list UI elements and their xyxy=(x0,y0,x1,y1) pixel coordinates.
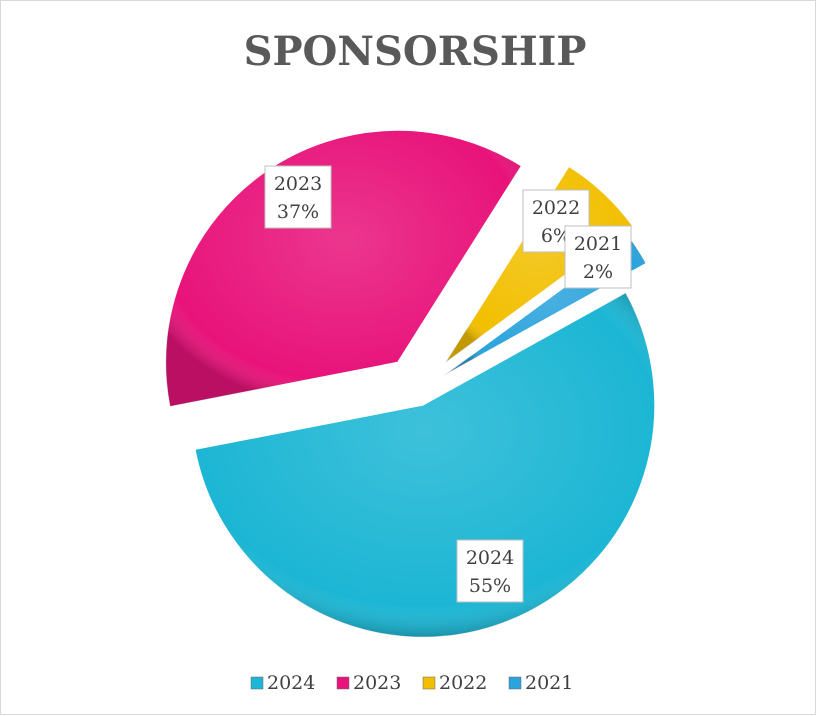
data-label-box xyxy=(564,225,632,289)
data-label-category: 2021 xyxy=(574,233,622,255)
legend-label: 2024 xyxy=(267,672,315,694)
legend-swatch xyxy=(336,676,350,690)
legend-label: 2023 xyxy=(353,672,401,694)
legend-label: 2021 xyxy=(525,672,573,694)
slice-shade xyxy=(165,130,522,407)
legend-swatch xyxy=(508,676,522,690)
data-label-value: 55% xyxy=(469,575,511,597)
data-label-category: 2023 xyxy=(274,173,322,195)
data-label-value: 37% xyxy=(277,201,319,223)
legend-label: 2022 xyxy=(439,672,487,694)
data-label-category: 2024 xyxy=(466,547,514,569)
data-label-box xyxy=(264,165,332,229)
data-label-category: 2022 xyxy=(532,197,580,219)
slice-shade xyxy=(195,292,655,638)
legend-swatch xyxy=(422,676,436,690)
legend-swatch xyxy=(250,676,264,690)
data-label-box xyxy=(456,539,524,603)
chart-title: SPONSORSHIP xyxy=(244,28,587,75)
data-label-value: 6% xyxy=(541,225,571,247)
data-label-value: 2% xyxy=(583,261,613,283)
